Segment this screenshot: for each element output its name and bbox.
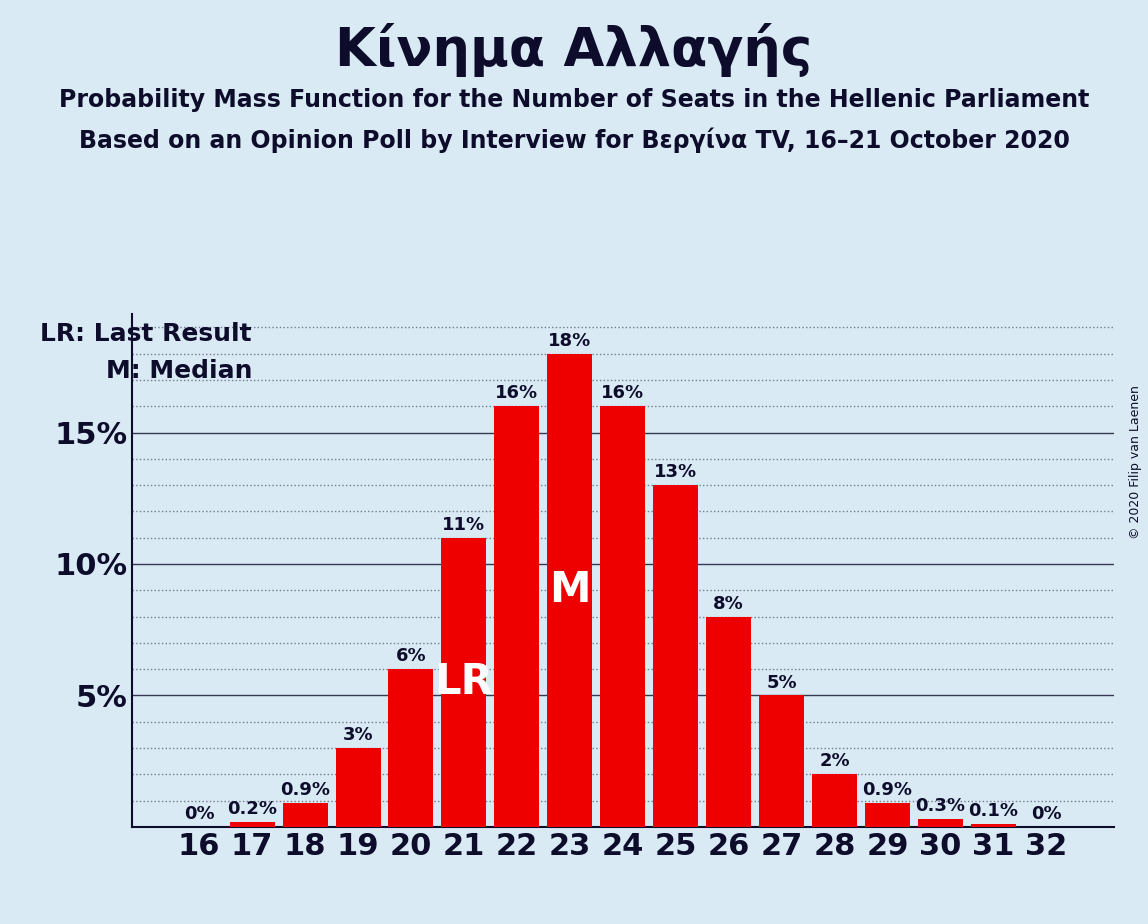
Text: 16%: 16% [602, 384, 644, 402]
Text: 3%: 3% [343, 726, 373, 744]
Text: 2%: 2% [820, 752, 850, 771]
Text: LR: LR [435, 662, 494, 703]
Text: 0.1%: 0.1% [969, 802, 1018, 821]
Bar [388, 669, 434, 827]
Bar [706, 616, 751, 827]
Bar [230, 821, 274, 827]
Bar [442, 538, 487, 827]
Text: 6%: 6% [396, 647, 426, 665]
Text: 0.9%: 0.9% [862, 782, 913, 799]
Text: 11%: 11% [442, 516, 486, 534]
Text: 0%: 0% [1031, 805, 1062, 823]
Text: 0.9%: 0.9% [280, 782, 331, 799]
Bar [971, 824, 1016, 827]
Text: 0%: 0% [184, 805, 215, 823]
Text: 16%: 16% [495, 384, 538, 402]
Bar [918, 819, 963, 827]
Bar [759, 696, 804, 827]
Bar [335, 748, 380, 827]
Bar [282, 803, 327, 827]
Text: 0.3%: 0.3% [915, 797, 965, 815]
Bar [812, 774, 858, 827]
Bar [495, 407, 540, 827]
Text: Probability Mass Function for the Number of Seats in the Hellenic Parliament: Probability Mass Function for the Number… [59, 88, 1089, 112]
Bar [600, 407, 645, 827]
Text: 0.2%: 0.2% [227, 800, 277, 818]
Text: 8%: 8% [713, 595, 744, 613]
Text: M: M [549, 569, 590, 612]
Text: 18%: 18% [549, 332, 591, 349]
Text: Based on an Opinion Poll by Interview for Βεργίνα TV, 16–21 October 2020: Based on an Opinion Poll by Interview fo… [78, 128, 1070, 153]
Bar [548, 354, 592, 827]
Text: Κίνημα Αλλαγής: Κίνημα Αλλαγής [335, 23, 813, 77]
Text: 13%: 13% [654, 463, 697, 481]
Bar [653, 485, 698, 827]
Bar [866, 803, 910, 827]
Text: © 2020 Filip van Laenen: © 2020 Filip van Laenen [1130, 385, 1142, 539]
Text: 5%: 5% [767, 674, 797, 691]
Text: LR: Last Result: LR: Last Result [40, 322, 253, 346]
Text: M: Median: M: Median [106, 359, 253, 383]
